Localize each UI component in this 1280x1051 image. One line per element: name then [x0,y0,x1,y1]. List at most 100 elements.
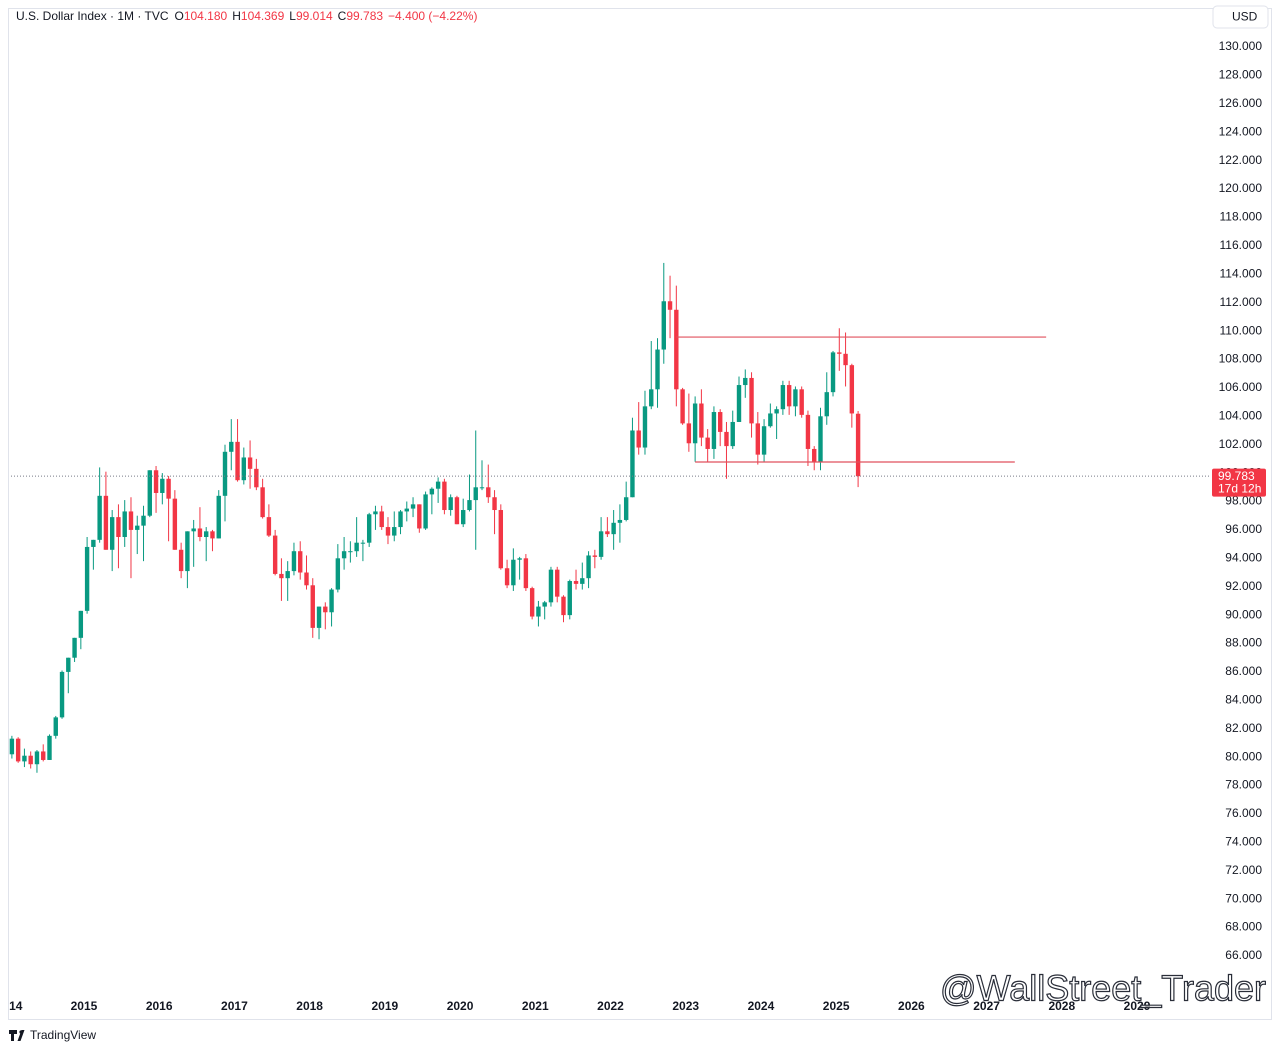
candle-body [260,487,265,518]
candle-body [799,389,804,415]
currency-box[interactable] [1212,5,1269,29]
candle-body [855,413,861,477]
y-tick-label: 96.000 [1225,522,1262,536]
candle-body [9,738,15,755]
candle-body [636,430,641,448]
y-tick-label: 80.000 [1225,749,1262,763]
header-key: L [289,9,296,23]
y-tick-label: 88.000 [1225,636,1262,650]
candle-body [542,602,547,607]
candle-body [630,430,635,498]
candle-body [135,525,140,530]
countdown-label: 17d 12h [1218,481,1261,495]
candle-body [467,500,472,511]
y-tick-label: 104.000 [1219,408,1263,422]
candle-body [699,403,704,438]
candle-body [91,539,96,547]
candle-body [592,555,598,557]
y-tick-label: 94.000 [1225,550,1262,564]
candle-body [316,606,322,628]
candle-body [272,535,278,574]
candle-body [573,581,579,584]
candle-body [160,478,165,493]
candle-body [711,412,717,449]
candle-body [335,558,341,590]
candle-body [786,385,792,407]
candle-body [72,637,77,658]
y-tick-label: 86.000 [1225,664,1262,678]
currency-label: USD [1232,10,1258,24]
candle-body [686,423,692,444]
x-tick-label: 2018 [296,999,323,1013]
header-title: U.S. Dollar Index · 1M · TVC [16,9,169,23]
candle-body [661,301,666,350]
brand-logo [9,1030,25,1041]
y-tick-label: 108.000 [1219,352,1263,366]
candle-body [84,546,90,611]
y-tick-label: 126.000 [1219,96,1263,110]
candle-body [366,514,372,543]
chart-frame [8,8,1272,1020]
candle-body [310,585,315,628]
candle-body [780,385,786,410]
candle-body [755,423,761,455]
candle-body [116,517,121,538]
candle-body [266,517,272,536]
candle-body [66,657,71,672]
candle-body [736,385,742,422]
candle-body [529,588,535,617]
x-tick-label: 2016 [146,999,173,1013]
y-tick-label: 92.000 [1225,579,1262,593]
y-tick-label: 76.000 [1225,806,1262,820]
y-tick-label: 74.000 [1225,835,1262,849]
candle-body [598,531,604,557]
header-value: 104.369 [241,9,285,23]
candle-body [717,412,723,432]
candle-body [548,569,554,603]
candle-body [28,755,33,765]
y-tick-label: 66.000 [1225,948,1262,962]
candle-body [580,578,585,584]
candle-body [479,487,485,489]
y-tick-label: 112.000 [1220,295,1263,309]
header-change: −4.400 (−4.22%) [388,9,477,23]
y-tick-label: 68.000 [1225,920,1262,934]
candle-body [348,551,353,553]
candle-body [122,511,127,538]
candle-body [141,515,146,526]
candle-body [435,481,441,489]
plot-area [9,262,1210,773]
candle-body [47,735,52,760]
candle-body [172,498,178,550]
candle-body [511,559,516,586]
y-tick-label: 102.000 [1219,437,1263,451]
candle-body [830,352,836,393]
x-tick-label: 2026 [898,999,925,1013]
candle-body [674,309,679,390]
x-tick-label: 2028 [1048,999,1075,1013]
candle-body [655,349,660,390]
candle-body [611,522,616,535]
candle-body [341,551,347,559]
candle-body [423,494,428,529]
header-value: 99.783 [346,9,383,23]
y-tick-label: 122.000 [1219,153,1263,167]
x-tick-label: 2029 [1124,999,1151,1013]
candle-body [241,457,247,481]
x-tick-label: 2022 [597,999,624,1013]
candle-body [247,457,253,469]
candle-body [128,511,134,530]
candle-body [461,510,466,525]
header-key: C [338,9,347,23]
candle-body [279,573,284,579]
candle-body [204,531,209,538]
candle-body [743,377,748,386]
candle-body [843,353,848,366]
candle-body [793,389,798,407]
candle-body [617,519,623,523]
candle-body [667,301,673,310]
candle-body [454,497,460,525]
candle-body [15,738,21,762]
candle-body [429,488,435,495]
candle-body [504,568,510,586]
